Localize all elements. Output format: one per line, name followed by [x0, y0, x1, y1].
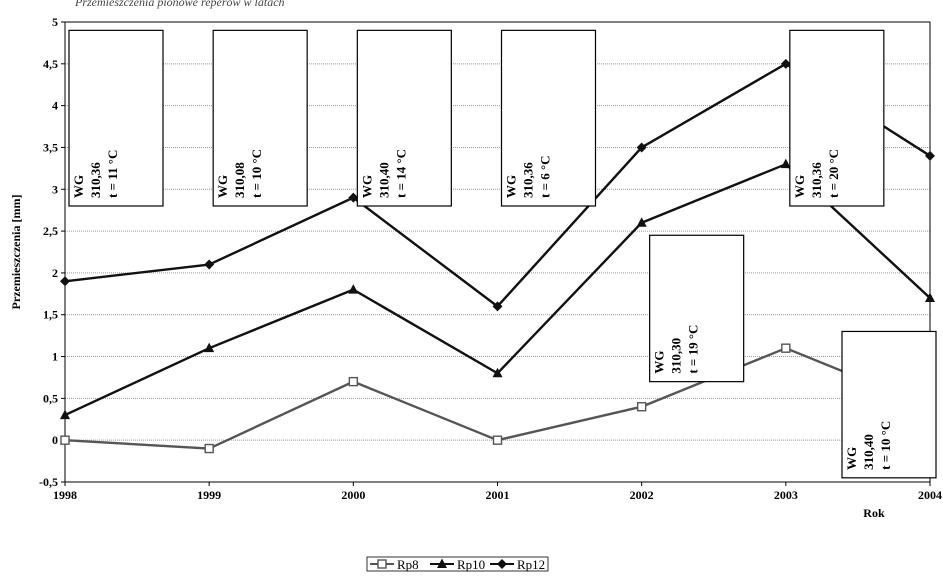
series-rp8-point [492, 435, 503, 445]
y-tick-label: 4,5 [43, 57, 58, 71]
annotation-line: t = 20 °C [826, 149, 841, 198]
annotation-line: WG [844, 447, 859, 470]
y-tick-label: 2 [52, 266, 58, 280]
annotation-box: WG 310,08 t = 10 °C [212, 29, 308, 207]
legend-item-rp12: Rp12 [490, 557, 545, 572]
series-rp10-point [204, 342, 215, 353]
annotation-line: 310,40 [376, 162, 391, 198]
x-tick-label: 2004 [918, 488, 942, 502]
y-tick-label: 0,5 [43, 391, 58, 405]
annotation-box-frame [841, 330, 937, 479]
legend-rp12-marker [497, 559, 507, 569]
series-rp12 [60, 58, 935, 312]
annotation-line: WG [359, 175, 374, 198]
annotation-line: WG [71, 175, 86, 198]
x-tick-label: 1998 [53, 488, 77, 502]
x-axis-title: Rok [863, 506, 885, 520]
legend-rp10-label: Rp10 [457, 557, 485, 572]
annotation-line: 310,36 [88, 162, 103, 198]
legend-rp12-label: Rp12 [517, 557, 545, 572]
annotation-line: WG [215, 175, 230, 198]
y-tick-label: 1,5 [43, 308, 58, 322]
y-tick-label: 2,5 [43, 224, 58, 238]
x-tick-label: 1999 [197, 488, 221, 502]
series-rp8-point [204, 443, 214, 454]
y-axis-ticks: -0,5 0 0,5 1 1,5 2 2,5 3 3,5 4 4,5 5 [39, 15, 65, 489]
annotation-line: 310,36 [809, 162, 824, 198]
annotation-line: WG [792, 175, 807, 198]
series-rp8-point [636, 402, 647, 412]
annotation-box-frame [649, 234, 745, 383]
y-tick-label: -0,5 [39, 475, 58, 489]
y-tick-label: 1 [52, 350, 58, 364]
series-rp10-point [925, 292, 935, 302]
annotation-line: WG [504, 175, 519, 198]
x-tick-label: 2001 [486, 488, 510, 502]
annotation-line: 310,36 [521, 162, 536, 198]
annotation-line: t = 14 °C [393, 149, 408, 198]
series-rp10-point [492, 367, 503, 378]
series-rp10-point [636, 217, 647, 227]
series-rp8-point [348, 376, 359, 387]
annotation-line: t = 10 °C [249, 149, 264, 198]
annotation-line: t = 6 °C [538, 155, 553, 198]
annotation-box: WG 310,36 t = 6 °C [500, 29, 597, 207]
y-tick-label: 4 [52, 99, 58, 113]
annotation-line: t = 10 °C [878, 421, 893, 470]
series-rp12-point [780, 58, 791, 69]
annotation-line: t = 11 °C [105, 150, 120, 198]
legend-rp8-marker [377, 559, 387, 569]
legend-item-rp10: Rp10 [430, 557, 485, 572]
annotation-box-frame [356, 29, 452, 207]
x-tick-label: 2000 [341, 488, 365, 502]
legend-rp8-label: Rp8 [397, 557, 419, 572]
x-tick-label: 2003 [774, 488, 798, 502]
annotation-box: WG 310,30 t = 19 °C [649, 234, 745, 383]
chart-top-note: Przemieszczenia pionowe reperów w latach [74, 0, 285, 9]
series-rp12-point [636, 142, 647, 153]
series-rp12-point [348, 192, 359, 203]
annotation-line: t = 19 °C [686, 325, 701, 374]
chart-series [60, 58, 935, 454]
y-tick-label: 3 [52, 182, 58, 196]
series-rp8-point [60, 435, 70, 445]
chart-annotations: WG 310,36 t = 11 °C WG 310,08 t = 10 °C WG 310,… [68, 29, 937, 479]
y-tick-label: 3,5 [43, 140, 58, 154]
series-rp8-point [781, 343, 791, 353]
y-tick-label: 5 [52, 15, 58, 29]
series-rp10-point [348, 284, 359, 294]
legend-rp10-marker [437, 558, 447, 568]
annotation-line: 310,40 [861, 434, 876, 470]
series-rp12-point [925, 150, 935, 161]
series-rp12-point [204, 259, 215, 270]
annotation-box: WG 310,36 t = 11 °C [68, 29, 164, 207]
series-rp10 [60, 158, 935, 420]
annotation-box: WG 310,40 t = 10 °C [841, 330, 937, 479]
y-tick-label: 0 [52, 433, 58, 447]
annotation-line: WG [652, 351, 667, 374]
x-axis-ticks: 1998 1999 2000 2001 2002 2003 2004 [53, 482, 942, 502]
annotation-box-frame [789, 29, 885, 207]
annotation-box-frame [68, 29, 164, 207]
series-rp12-point [492, 301, 503, 312]
chart-legend: Rp8 Rp10 Rp12 [366, 556, 549, 572]
y-axis-title: Przemieszczenia [mm] [9, 195, 23, 310]
annotation-box: WG 310,40 t = 14 °C [356, 29, 452, 207]
annotation-box-frame [212, 29, 308, 207]
series-rp12-point [60, 276, 70, 287]
annotation-box: WG 310,36 t = 20 °C [789, 29, 885, 207]
annotation-line: 310,30 [669, 338, 684, 374]
annotation-box-frame [500, 29, 597, 207]
series-rp10-point [60, 409, 70, 420]
legend-item-rp8: Rp8 [370, 557, 419, 572]
x-tick-label: 2002 [630, 488, 654, 502]
series-rp10-point [780, 158, 791, 169]
annotation-line: 310,08 [232, 162, 247, 198]
